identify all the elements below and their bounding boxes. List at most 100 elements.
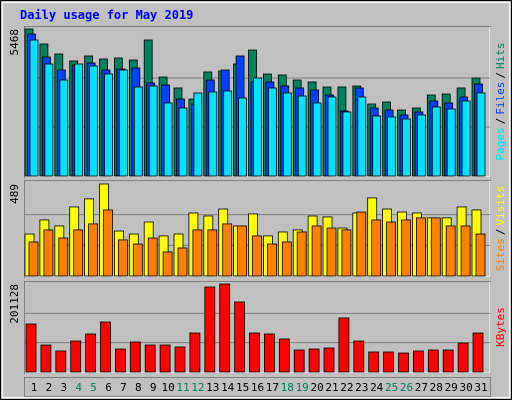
x-tick-label: 26 [400, 381, 413, 394]
bar [237, 225, 248, 277]
panel-bevel [25, 282, 491, 374]
x-tick-label: 29 [445, 381, 458, 394]
x-tick-label: 7 [120, 381, 127, 394]
bar [174, 346, 186, 373]
x-tick-label: 13 [206, 381, 219, 394]
bar [457, 342, 469, 373]
bar [266, 243, 277, 277]
bar [59, 79, 69, 177]
y-tick-label: 201128 [8, 284, 21, 324]
x-tick-label: 31 [474, 381, 487, 394]
bar [401, 219, 411, 277]
bar [282, 92, 292, 177]
x-tick-label: 15 [236, 381, 249, 394]
bar [312, 102, 322, 177]
bar [341, 229, 352, 277]
x-tick-label: 22 [340, 381, 353, 394]
bar [208, 91, 218, 177]
bar [89, 65, 98, 177]
legend-separator: / [494, 118, 507, 125]
bar [147, 237, 158, 277]
x-tick-label: 14 [221, 381, 235, 394]
bar [296, 231, 307, 277]
x-tick-label: 3 [60, 381, 67, 394]
x-tick-label: 19 [296, 381, 309, 394]
bar [323, 347, 335, 373]
bar [415, 217, 426, 277]
bar [219, 283, 231, 373]
bar [476, 92, 486, 177]
legend: Pages / Files / Hits [494, 43, 507, 161]
bar [356, 211, 367, 277]
bar [204, 286, 216, 373]
bar [281, 241, 292, 277]
x-tick-label: 17 [266, 381, 279, 394]
bar [58, 237, 69, 277]
bar [368, 351, 380, 373]
bar [144, 344, 156, 373]
bar [148, 85, 158, 177]
legend-entry: Pages [494, 127, 507, 160]
bar [326, 227, 337, 277]
bar [412, 350, 424, 373]
x-tick-label: 5 [90, 381, 97, 394]
bar [119, 69, 128, 177]
bar [427, 349, 439, 373]
bar [252, 235, 262, 277]
bar [74, 63, 84, 177]
bar [371, 219, 382, 277]
panel-bevel [25, 181, 491, 278]
bar [88, 223, 98, 277]
bar [222, 223, 233, 277]
x-tick-label: 16 [251, 381, 264, 394]
bar [387, 116, 397, 177]
bar [445, 225, 456, 277]
bar [234, 301, 246, 373]
x-tick-label: 21 [325, 381, 338, 394]
bar [162, 251, 173, 277]
bar [416, 114, 426, 177]
x-tick-label: 8 [135, 381, 142, 394]
x-tick-label: 27 [415, 381, 428, 394]
x-tick-label: 2 [46, 381, 53, 394]
legend-entry: KBytes [494, 307, 507, 347]
x-tick-label: 1 [31, 381, 38, 394]
bar [40, 344, 52, 373]
legend: KBytes [494, 307, 507, 347]
y-tick-label: 5468 [8, 29, 21, 56]
bar [28, 241, 39, 277]
bar [278, 338, 290, 373]
bar [460, 225, 471, 277]
bar [100, 321, 111, 373]
x-tick-label: 30 [459, 381, 472, 394]
bar [311, 225, 322, 277]
legend-entry: Sites [494, 238, 507, 271]
y-tick-label: 489 [8, 184, 21, 204]
bar [70, 340, 82, 373]
legend-separator: / [494, 72, 507, 79]
bar [461, 100, 471, 177]
panel-bevel [25, 27, 491, 178]
legend: Sites / Visits [494, 186, 507, 272]
bar [383, 351, 395, 373]
bar [267, 87, 277, 177]
bar [29, 39, 39, 177]
bar [327, 96, 337, 177]
bar [297, 95, 307, 177]
bar [442, 349, 454, 373]
bar [472, 332, 484, 373]
bar [118, 239, 128, 277]
x-tick-label: 9 [150, 381, 157, 394]
x-tick-label: 23 [355, 381, 368, 394]
bar [398, 352, 409, 373]
bar [73, 229, 84, 277]
bar [25, 323, 37, 373]
label-strip [24, 377, 491, 397]
bar [133, 86, 143, 177]
bar [353, 340, 365, 373]
bar [85, 333, 96, 373]
bar [193, 92, 203, 177]
